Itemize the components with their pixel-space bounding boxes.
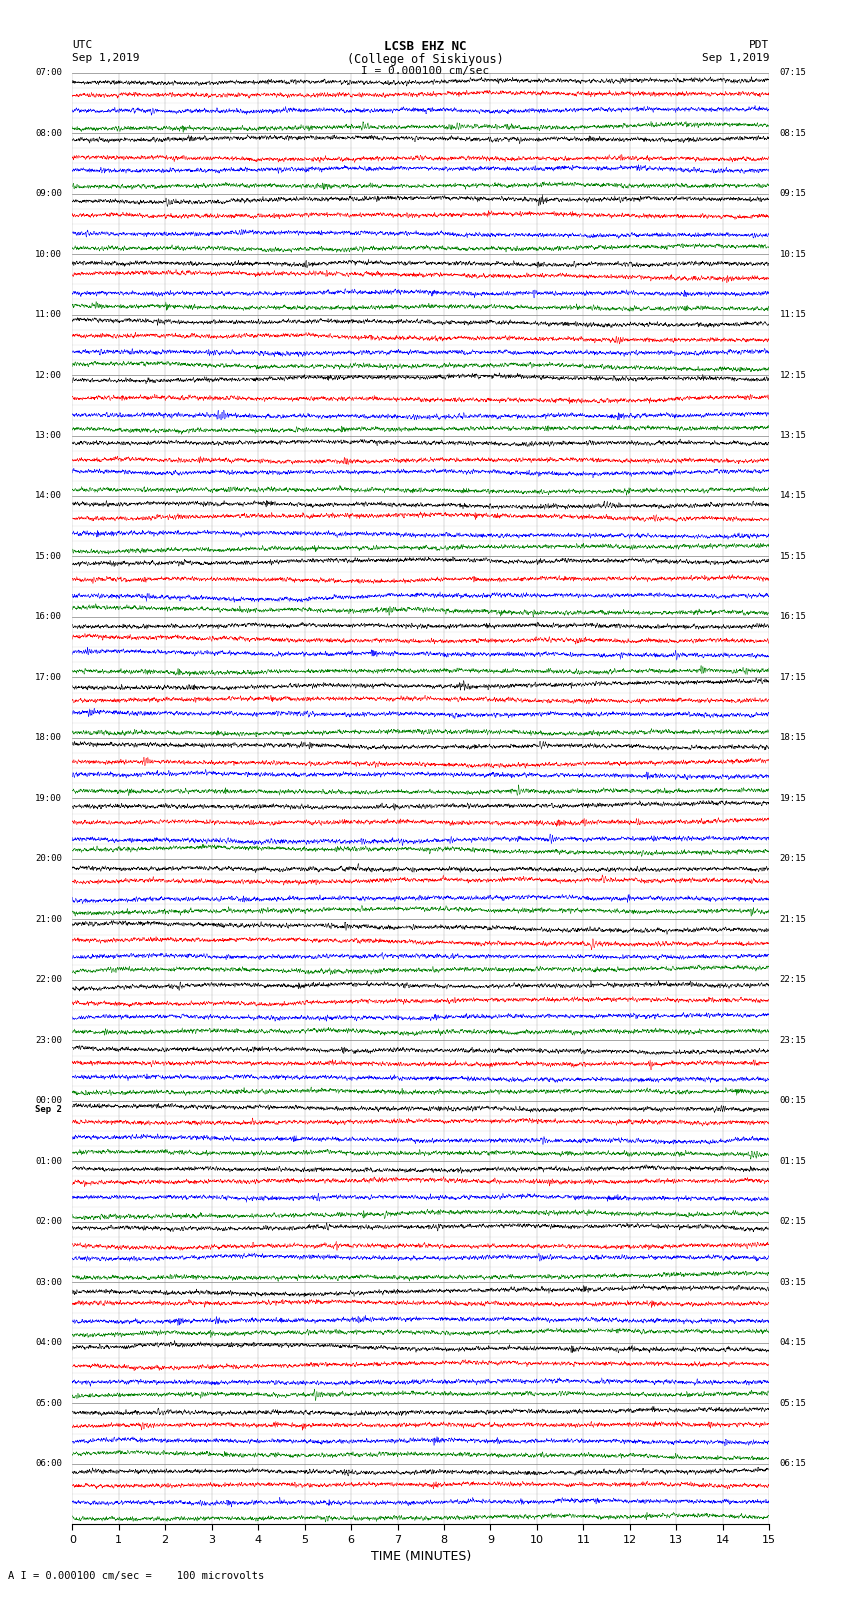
Text: 02:15: 02:15 <box>779 1218 807 1226</box>
Text: 00:15: 00:15 <box>779 1097 807 1105</box>
Text: 15:15: 15:15 <box>779 552 807 561</box>
Text: 05:15: 05:15 <box>779 1398 807 1408</box>
Text: 17:00: 17:00 <box>35 673 62 682</box>
Text: LCSB EHZ NC: LCSB EHZ NC <box>383 40 467 53</box>
Text: 10:15: 10:15 <box>779 250 807 258</box>
Text: 07:00: 07:00 <box>35 68 62 77</box>
Text: PDT: PDT <box>749 40 769 50</box>
Text: 06:15: 06:15 <box>779 1460 807 1468</box>
Text: Sep 1,2019: Sep 1,2019 <box>702 53 769 63</box>
Text: 09:00: 09:00 <box>35 189 62 198</box>
Text: 11:15: 11:15 <box>779 310 807 319</box>
Text: 15:00: 15:00 <box>35 552 62 561</box>
Text: 00:00: 00:00 <box>35 1097 62 1105</box>
Text: Sep 1,2019: Sep 1,2019 <box>72 53 139 63</box>
Text: (College of Siskiyous): (College of Siskiyous) <box>347 53 503 66</box>
Text: 07:15: 07:15 <box>779 68 807 77</box>
Text: 04:15: 04:15 <box>779 1339 807 1347</box>
Text: 13:00: 13:00 <box>35 431 62 440</box>
Text: 12:00: 12:00 <box>35 371 62 379</box>
Text: 17:15: 17:15 <box>779 673 807 682</box>
Text: 05:00: 05:00 <box>35 1398 62 1408</box>
Text: 03:00: 03:00 <box>35 1277 62 1287</box>
Text: 18:15: 18:15 <box>779 734 807 742</box>
Text: 02:00: 02:00 <box>35 1218 62 1226</box>
X-axis label: TIME (MINUTES): TIME (MINUTES) <box>371 1550 471 1563</box>
Text: I = 0.000100 cm/sec: I = 0.000100 cm/sec <box>361 66 489 76</box>
Text: UTC: UTC <box>72 40 93 50</box>
Text: 20:00: 20:00 <box>35 855 62 863</box>
Text: 14:15: 14:15 <box>779 492 807 500</box>
Text: 01:00: 01:00 <box>35 1157 62 1166</box>
Text: 13:15: 13:15 <box>779 431 807 440</box>
Text: 09:15: 09:15 <box>779 189 807 198</box>
Text: 10:00: 10:00 <box>35 250 62 258</box>
Text: 08:00: 08:00 <box>35 129 62 137</box>
Text: 20:15: 20:15 <box>779 855 807 863</box>
Text: 23:00: 23:00 <box>35 1036 62 1045</box>
Text: 01:15: 01:15 <box>779 1157 807 1166</box>
Text: 14:00: 14:00 <box>35 492 62 500</box>
Text: 23:15: 23:15 <box>779 1036 807 1045</box>
Text: 16:00: 16:00 <box>35 613 62 621</box>
Text: 04:00: 04:00 <box>35 1339 62 1347</box>
Text: 22:00: 22:00 <box>35 976 62 984</box>
Text: 21:00: 21:00 <box>35 915 62 924</box>
Text: 22:15: 22:15 <box>779 976 807 984</box>
Text: 18:00: 18:00 <box>35 734 62 742</box>
Text: 11:00: 11:00 <box>35 310 62 319</box>
Text: 21:15: 21:15 <box>779 915 807 924</box>
Text: 08:15: 08:15 <box>779 129 807 137</box>
Text: 03:15: 03:15 <box>779 1277 807 1287</box>
Text: Sep 2: Sep 2 <box>35 1105 62 1115</box>
Text: 19:15: 19:15 <box>779 794 807 803</box>
Text: 06:00: 06:00 <box>35 1460 62 1468</box>
Text: 16:15: 16:15 <box>779 613 807 621</box>
Text: 12:15: 12:15 <box>779 371 807 379</box>
Text: A I = 0.000100 cm/sec =    100 microvolts: A I = 0.000100 cm/sec = 100 microvolts <box>8 1571 264 1581</box>
Text: 19:00: 19:00 <box>35 794 62 803</box>
